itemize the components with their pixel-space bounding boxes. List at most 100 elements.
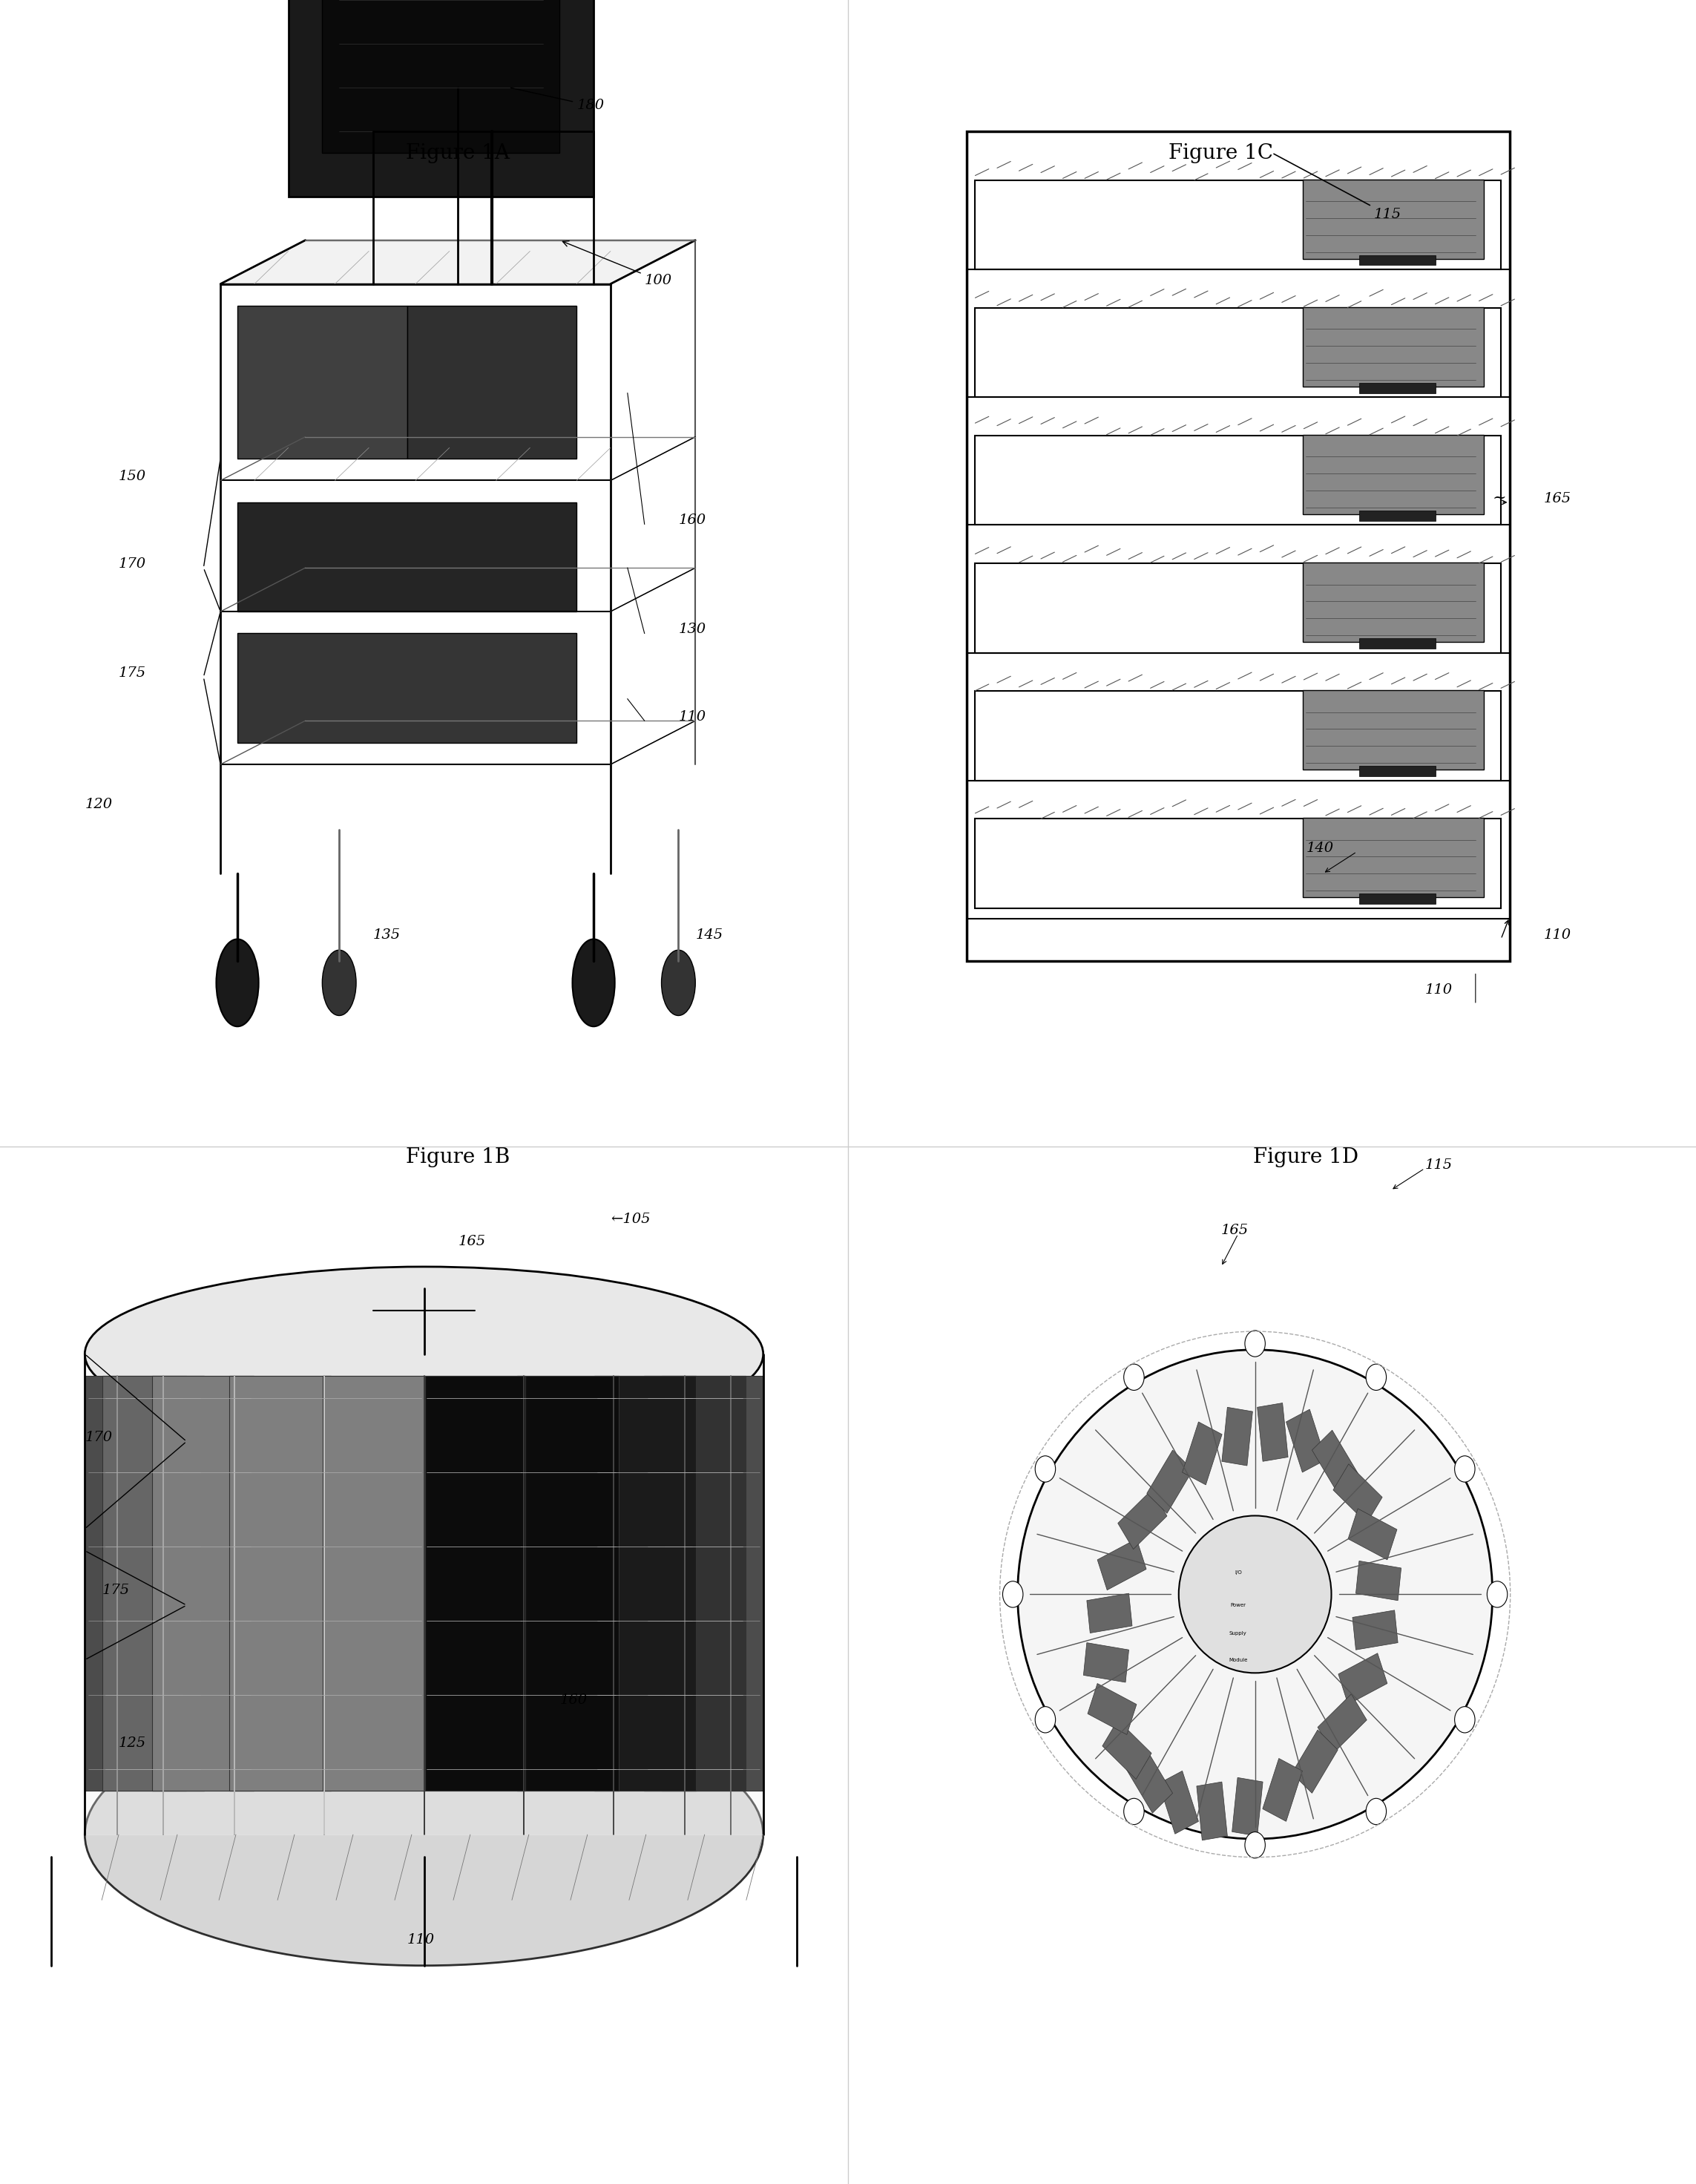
Bar — [594, 1376, 695, 1791]
Bar — [1197, 1782, 1228, 1841]
Text: 120: 120 — [85, 797, 112, 810]
Bar — [1313, 1431, 1358, 1494]
Text: 165: 165 — [1221, 1223, 1248, 1236]
Bar — [1360, 511, 1435, 520]
Text: 115: 115 — [1274, 153, 1401, 221]
Text: 100: 100 — [563, 240, 672, 286]
Bar — [975, 181, 1501, 269]
Bar — [102, 1376, 204, 1791]
Text: 180: 180 — [510, 87, 604, 111]
Bar — [967, 131, 1509, 961]
Bar — [644, 1376, 746, 1791]
Bar — [153, 1376, 254, 1791]
Bar — [1257, 1402, 1287, 1461]
Bar — [975, 690, 1501, 780]
Text: 135: 135 — [373, 928, 400, 941]
Bar — [975, 308, 1501, 397]
Bar — [237, 633, 577, 743]
Bar — [1303, 690, 1484, 769]
Bar — [288, 0, 594, 197]
Text: 170: 170 — [85, 1431, 112, 1444]
Bar — [1333, 1463, 1382, 1522]
Bar — [1118, 1489, 1167, 1548]
Text: 125: 125 — [119, 1736, 146, 1749]
Bar — [1338, 1653, 1387, 1704]
Text: I/O: I/O — [1235, 1570, 1241, 1575]
Bar — [975, 563, 1501, 653]
Bar — [1146, 1450, 1192, 1514]
Circle shape — [1245, 1832, 1265, 1859]
Bar — [1303, 435, 1484, 513]
Bar — [1318, 1695, 1367, 1754]
Circle shape — [1002, 1581, 1023, 1607]
Text: Figure 1C: Figure 1C — [1169, 142, 1274, 164]
Text: 110: 110 — [678, 710, 706, 723]
Text: 115: 115 — [1425, 1158, 1452, 1171]
Ellipse shape — [322, 950, 356, 1016]
Text: 160: 160 — [560, 1693, 587, 1706]
Text: Power: Power — [1230, 1603, 1247, 1607]
Text: 175: 175 — [102, 1583, 129, 1597]
Bar — [1221, 1406, 1253, 1465]
Bar — [1303, 179, 1484, 258]
Bar — [1087, 1684, 1136, 1734]
Bar — [407, 306, 577, 459]
Bar — [1158, 1771, 1199, 1835]
Bar — [517, 1376, 619, 1791]
Bar — [322, 1376, 424, 1791]
Text: Figure 1B: Figure 1B — [405, 1147, 510, 1168]
Bar — [1182, 1422, 1223, 1485]
Bar — [1303, 819, 1484, 898]
Text: 110: 110 — [1425, 983, 1452, 996]
Text: 150: 150 — [119, 470, 146, 483]
Bar — [102, 1376, 204, 1791]
Bar — [229, 1376, 331, 1791]
Bar — [229, 1376, 331, 1791]
Circle shape — [1455, 1706, 1476, 1732]
Bar — [1360, 256, 1435, 264]
Circle shape — [1124, 1365, 1145, 1391]
Bar — [424, 1376, 526, 1791]
Ellipse shape — [572, 939, 616, 1026]
Bar — [1360, 382, 1435, 393]
Text: 170: 170 — [119, 557, 146, 570]
Circle shape — [1455, 1457, 1476, 1483]
Bar — [1102, 1721, 1152, 1780]
Ellipse shape — [661, 950, 695, 1016]
Bar — [1097, 1540, 1146, 1590]
Bar — [517, 1376, 619, 1791]
Circle shape — [1035, 1706, 1055, 1732]
Text: Figure 1D: Figure 1D — [1253, 1147, 1358, 1168]
Text: 175: 175 — [119, 666, 146, 679]
Bar — [1303, 308, 1484, 387]
Bar — [1292, 1730, 1338, 1793]
Bar — [1360, 893, 1435, 904]
Ellipse shape — [85, 1704, 763, 1966]
Bar — [1348, 1509, 1398, 1559]
Text: 145: 145 — [695, 928, 722, 941]
Bar — [644, 1376, 746, 1791]
Bar — [1360, 638, 1435, 649]
Text: 110: 110 — [1543, 928, 1570, 941]
Ellipse shape — [1018, 1350, 1492, 1839]
Bar — [153, 1376, 254, 1791]
Text: ~: ~ — [1492, 489, 1506, 507]
Circle shape — [1365, 1797, 1386, 1824]
Circle shape — [1365, 1365, 1386, 1391]
Bar — [1087, 1594, 1133, 1634]
Text: ←105: ←105 — [611, 1212, 650, 1225]
Bar — [1262, 1758, 1303, 1821]
Text: Module: Module — [1228, 1658, 1248, 1662]
Ellipse shape — [85, 1267, 763, 1441]
Bar — [1360, 767, 1435, 775]
Circle shape — [1245, 1330, 1265, 1356]
Text: 140: 140 — [1306, 841, 1333, 854]
Bar — [1352, 1610, 1398, 1649]
Bar — [322, 1376, 424, 1791]
Text: Supply: Supply — [1230, 1631, 1247, 1636]
Bar — [975, 819, 1501, 909]
Text: Figure 1A: Figure 1A — [405, 142, 510, 164]
Bar — [1286, 1409, 1326, 1472]
Text: 160: 160 — [678, 513, 706, 526]
Circle shape — [1487, 1581, 1508, 1607]
